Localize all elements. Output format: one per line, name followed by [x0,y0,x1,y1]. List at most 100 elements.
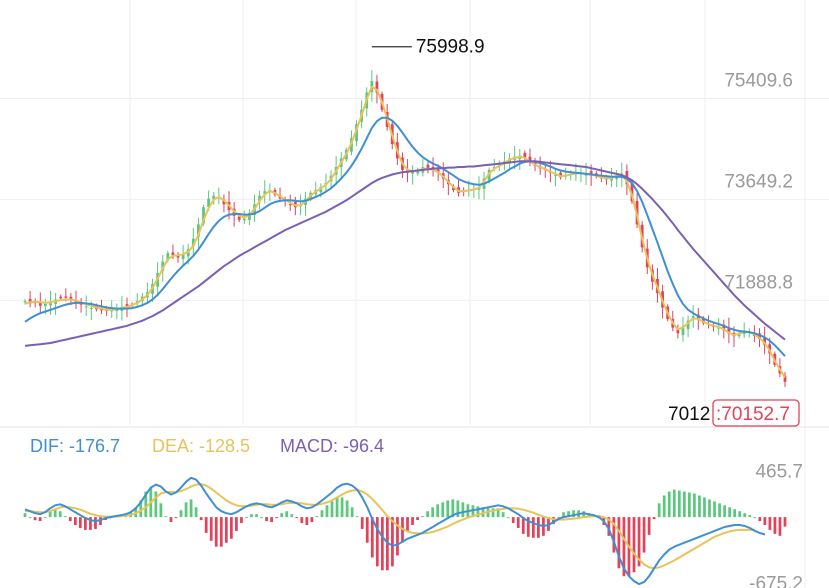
candle-body [722,324,726,331]
candle-body [181,254,185,259]
macd-bar [23,513,27,518]
macd-bar [496,508,500,518]
macd-bar [199,517,203,521]
candle-body [727,328,731,334]
macd-tick-label: 465.7 [755,461,803,482]
series-line-ma-mid [24,116,786,357]
macd-bar [687,492,691,518]
macd-bar [667,491,671,518]
macd-bar [194,507,198,518]
macd-bar [275,517,279,519]
macd-bar [738,511,742,518]
macd-bar [552,517,555,525]
macd-bar [723,505,726,518]
candle-body [197,224,200,237]
macd-bar [63,516,67,518]
macd-bar [305,517,309,525]
macd-bar [235,517,238,531]
macd-dif-line [24,476,766,586]
macd-bar [446,500,450,518]
macd-bar [68,517,72,522]
macd-bar [521,517,525,534]
macd-bar [612,517,616,553]
macd-bar [265,517,268,522]
macd-bar [637,517,641,567]
macd-bar [753,517,757,519]
current-price-box [712,399,800,427]
macd-legend: DIF: -176.7 DEA: -128.5 MACD: -96.4 [30,436,384,456]
candle-body [528,156,532,163]
candle-body [59,296,63,299]
macd-bar [642,517,646,553]
macd-bar [396,517,399,556]
candle-body [28,298,32,304]
candle-body [416,169,420,174]
legend-macd: MACD: -96.4 [280,436,384,456]
macd-bar [526,517,530,537]
price-tick-label: 71888.8 [724,272,793,293]
macd-bar [330,501,334,518]
macd-bar [451,499,455,518]
macd-bar [78,517,82,528]
macd-bar [562,512,565,518]
macd-bar [506,517,510,519]
macd-bar [647,517,651,535]
macd-bar [229,517,233,539]
macd-bar [320,510,324,518]
candle-body [191,238,195,247]
macd-bar [209,517,213,541]
macd-bar [718,503,721,518]
macd-bar [476,506,480,518]
macd-bar [184,502,188,518]
macd-bar [84,517,87,530]
macd-bar [295,517,299,519]
macd-bar [657,503,661,518]
candle-body [686,320,690,330]
candle-body [263,191,267,194]
macd-bar [682,491,686,518]
candle-body [38,301,42,306]
macd-bar [748,515,752,518]
candle-body [763,337,766,345]
candle-body [171,252,175,256]
macd-bar [708,499,711,518]
macd-bar [285,511,289,518]
current-price-annotation: 7012 :70152.7 [668,399,800,427]
macd-bar [426,511,430,518]
macd-bar [219,517,223,547]
macd-bar [728,507,732,518]
macd-bar [159,503,163,518]
candle-body [559,172,562,178]
macd-bar [300,517,304,524]
macd-bar [501,512,505,518]
macd-tick-label: -675.2 [749,574,803,588]
macd-lines [24,476,766,586]
macd-bar [622,517,626,577]
macd-bar [531,517,535,538]
candle-body [610,177,613,181]
macd-bar [58,511,62,518]
candle-body [375,81,379,93]
macd-bar [768,517,772,530]
candle-body [23,301,27,303]
candle-body [242,218,246,221]
candle-body [161,261,165,271]
macd-bar [456,500,460,518]
candle-body [717,327,721,329]
candle-body [487,169,491,182]
macd-bar [758,517,762,522]
macd-bar [436,504,440,518]
macd-bar [43,517,47,519]
macd-bar [672,489,676,518]
candle-body [69,296,73,301]
candle-body [691,316,695,319]
candle-body [202,207,205,224]
macd-bar [144,491,148,518]
candle-body [207,198,211,208]
candle-body [212,195,216,200]
macd-bar [572,510,575,518]
macd-bar [421,516,424,518]
candle-body [222,199,226,205]
macd-bar [280,513,284,518]
